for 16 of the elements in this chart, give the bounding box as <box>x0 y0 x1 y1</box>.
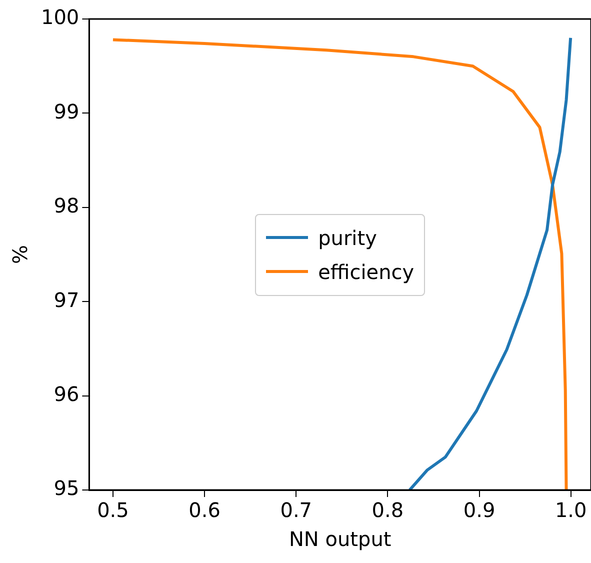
x-tick-label: 0.6 <box>188 498 220 522</box>
y-axis-title: % <box>8 244 32 264</box>
y-tick-label: 98 <box>54 194 80 218</box>
x-tick-label: 0.7 <box>280 498 312 522</box>
legend-label: purity <box>318 224 377 252</box>
x-tick-label: 1.0 <box>554 498 587 522</box>
y-tick-label: 95 <box>54 476 80 500</box>
y-tick-label: 97 <box>54 288 80 312</box>
x-tick-label: 0.9 <box>463 498 496 522</box>
y-tick-label: 96 <box>54 382 80 406</box>
x-tick-label: 0.8 <box>372 498 404 522</box>
y-tick-label: 100 <box>40 5 80 30</box>
x-axis-title: NN output <box>288 527 392 552</box>
legend-label: efficiency <box>318 258 414 286</box>
x-tick-label: 0.5 <box>97 498 129 522</box>
y-tick-label: 99 <box>54 99 80 124</box>
